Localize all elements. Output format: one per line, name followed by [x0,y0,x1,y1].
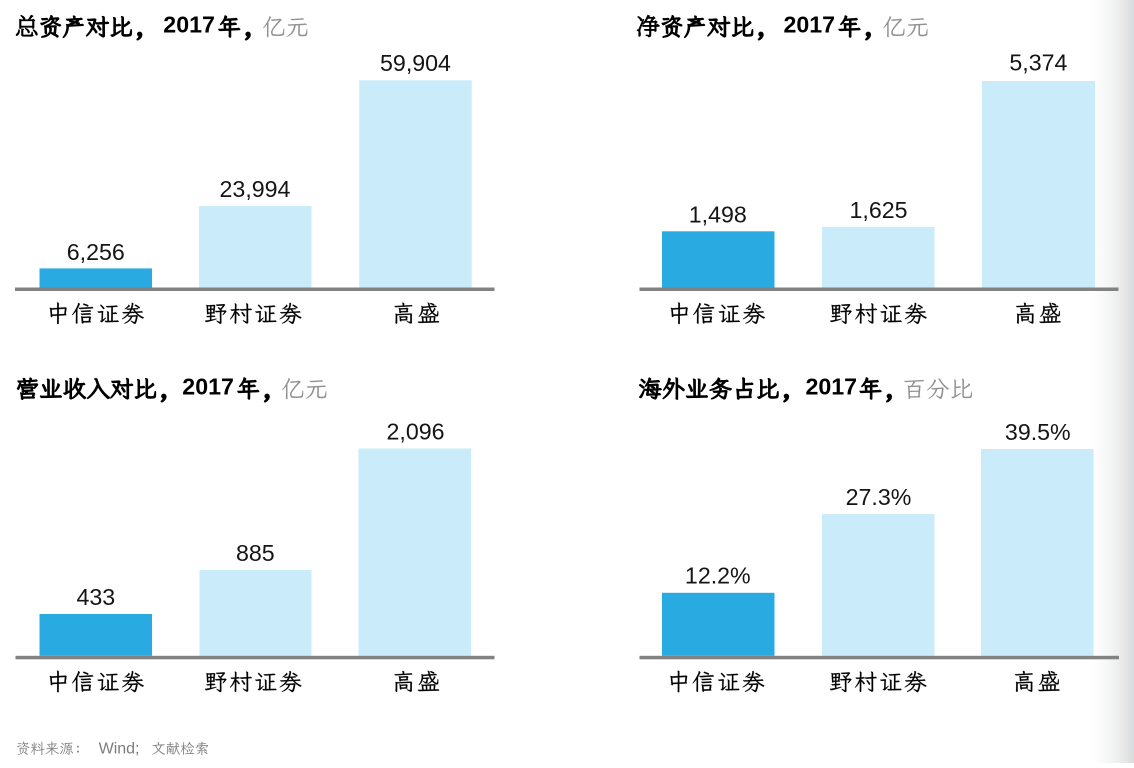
svg-text:2017: 2017 [806,374,858,400]
svg-text:Wind;: Wind; [99,741,140,758]
svg-text:39.5%: 39.5% [1005,419,1071,445]
svg-text:885: 885 [236,540,275,566]
svg-text:12.2%: 12.2% [685,563,751,589]
svg-text:2,096: 2,096 [386,419,444,445]
svg-text:2017: 2017 [784,12,836,38]
svg-text:59,904: 59,904 [380,50,451,76]
svg-text:2017: 2017 [182,374,234,400]
svg-text:23,994: 23,994 [220,176,291,202]
svg-text:1,498: 1,498 [689,201,747,227]
svg-text:2017: 2017 [163,12,215,38]
svg-text:6,256: 6,256 [67,239,125,265]
svg-text:5,374: 5,374 [1009,50,1067,76]
svg-text:1,625: 1,625 [849,197,907,223]
svg-text:27.3%: 27.3% [846,484,912,510]
svg-text:433: 433 [76,584,115,610]
